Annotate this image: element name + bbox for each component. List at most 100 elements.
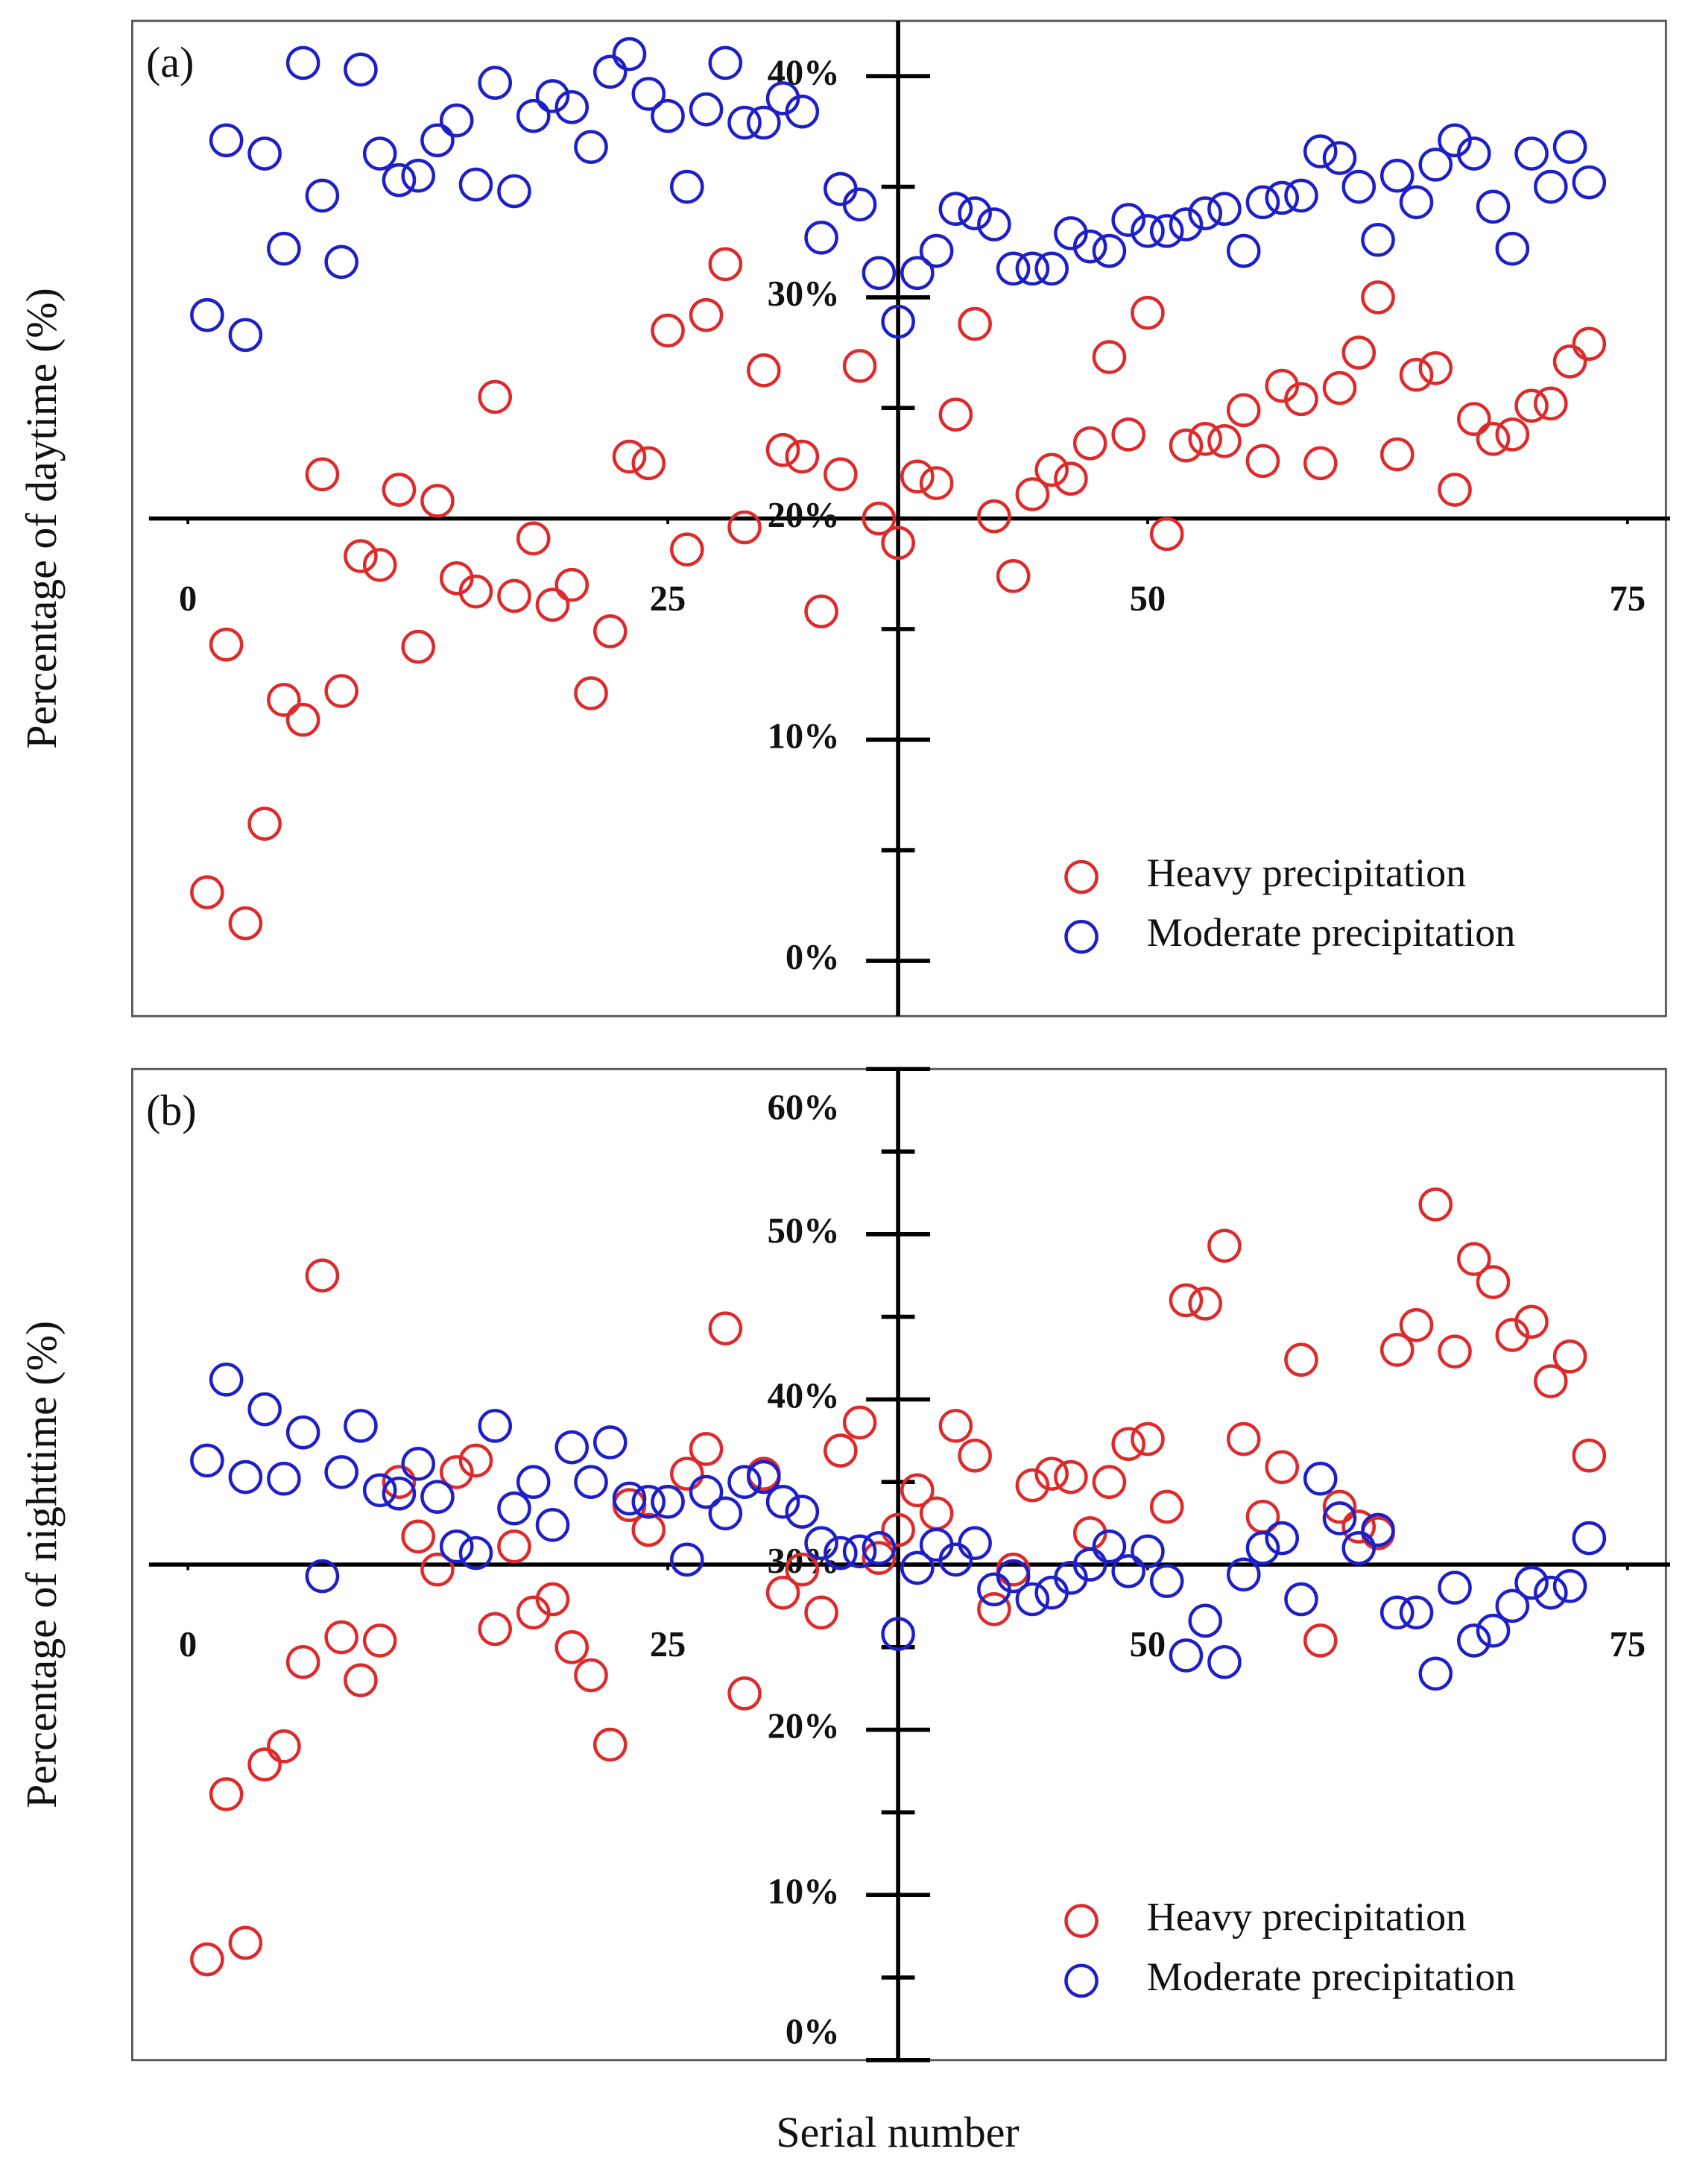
panel: 0%10%20%30%40%50%60%0 25 50 75(b)Percentage… (17, 1067, 1670, 2063)
data-point (1131, 295, 1165, 330)
data-point (382, 1476, 417, 1511)
y-axis-title: Percentage of nighttime (%) (17, 1321, 66, 1808)
data-point (305, 1559, 340, 1594)
data-point (747, 1459, 781, 1495)
legend-label: Heavy precipitation (1147, 1894, 1466, 1939)
data-point (458, 167, 493, 202)
data-point (1418, 1656, 1453, 1691)
data-point (747, 353, 781, 388)
data-point (574, 676, 608, 710)
data-point (1226, 1421, 1261, 1456)
data-point (458, 574, 493, 609)
data-point (458, 1443, 493, 1478)
data-point (1111, 203, 1145, 237)
data-point (1245, 185, 1280, 220)
data-point (1361, 222, 1395, 257)
data-point (1034, 1575, 1069, 1610)
data-point (305, 178, 340, 213)
data-point (1111, 1427, 1145, 1462)
data-point (344, 1663, 378, 1697)
data-point (651, 98, 685, 133)
data-point (592, 54, 628, 89)
data-point (1169, 1638, 1204, 1673)
data-point (190, 875, 224, 909)
data-point (708, 1311, 743, 1345)
data-point (1399, 185, 1434, 220)
data-point (919, 1527, 954, 1562)
data-point (554, 567, 590, 602)
data-point (458, 1536, 493, 1571)
data-point (535, 1582, 570, 1617)
data-point (1418, 351, 1453, 385)
data-point (900, 459, 935, 494)
data-point (1072, 1547, 1107, 1582)
data-point (1188, 1287, 1222, 1321)
data-point (190, 1443, 224, 1478)
data-point (1015, 477, 1050, 511)
data-point (900, 1473, 935, 1508)
data-point (439, 103, 474, 138)
data-point (228, 318, 263, 353)
data-point (824, 1433, 858, 1468)
data-point (420, 1552, 455, 1587)
data-point (708, 1496, 743, 1531)
data-point (1303, 1623, 1338, 1658)
data-point (401, 158, 435, 193)
y-tick-label: 0% (786, 937, 840, 977)
data-point (727, 105, 762, 140)
data-point (209, 123, 244, 158)
data-point (651, 1485, 685, 1519)
data-point (1015, 1582, 1050, 1617)
data-point (842, 187, 877, 222)
data-point (689, 92, 724, 127)
data-point (592, 1727, 628, 1762)
data-point (285, 1644, 320, 1679)
data-point (516, 1465, 551, 1499)
data-point (708, 45, 743, 81)
data-point (1169, 428, 1204, 463)
data-point (1188, 422, 1222, 456)
data-point (996, 558, 1031, 593)
data-point (670, 169, 704, 204)
data-point (535, 1508, 570, 1542)
data-point (631, 77, 666, 111)
data-point (670, 1542, 704, 1577)
data-point (1245, 444, 1280, 479)
data-point (1131, 1534, 1165, 1569)
data-point (305, 457, 340, 492)
data-point (1207, 1644, 1242, 1679)
data-point (785, 439, 820, 474)
data-point (1265, 1521, 1300, 1556)
panel-label: (a) (146, 38, 194, 86)
data-point (362, 136, 397, 171)
data-point (651, 313, 685, 348)
data-point (267, 1461, 301, 1496)
data-point (209, 1363, 244, 1397)
x-tick-label: 0 (179, 578, 197, 619)
data-point (1341, 335, 1376, 370)
data-point (919, 1496, 954, 1531)
data-point (344, 52, 378, 87)
data-point (1188, 1603, 1222, 1638)
data-point (1226, 233, 1261, 268)
data-point (1418, 1187, 1453, 1222)
data-point (1072, 229, 1107, 264)
data-point (1534, 386, 1568, 421)
data-point (1514, 388, 1549, 423)
data-point (1514, 1565, 1549, 1600)
panel: 0% 10% 20% 30% 40% 0 25 50 75 (a) Percentage of da… (17, 19, 1670, 1017)
data-point (1284, 1582, 1318, 1617)
data-point (1552, 1569, 1587, 1603)
data-point (362, 548, 397, 582)
data-point (344, 1409, 378, 1443)
data-point (1534, 169, 1568, 204)
data-point (1322, 1489, 1357, 1524)
data-point (439, 1455, 474, 1489)
data-point (747, 105, 781, 140)
y-tick-label: 20% (768, 1706, 840, 1746)
data-point (1457, 402, 1491, 436)
data-point (228, 906, 263, 941)
data-point (439, 1529, 474, 1564)
data-point (324, 674, 358, 708)
